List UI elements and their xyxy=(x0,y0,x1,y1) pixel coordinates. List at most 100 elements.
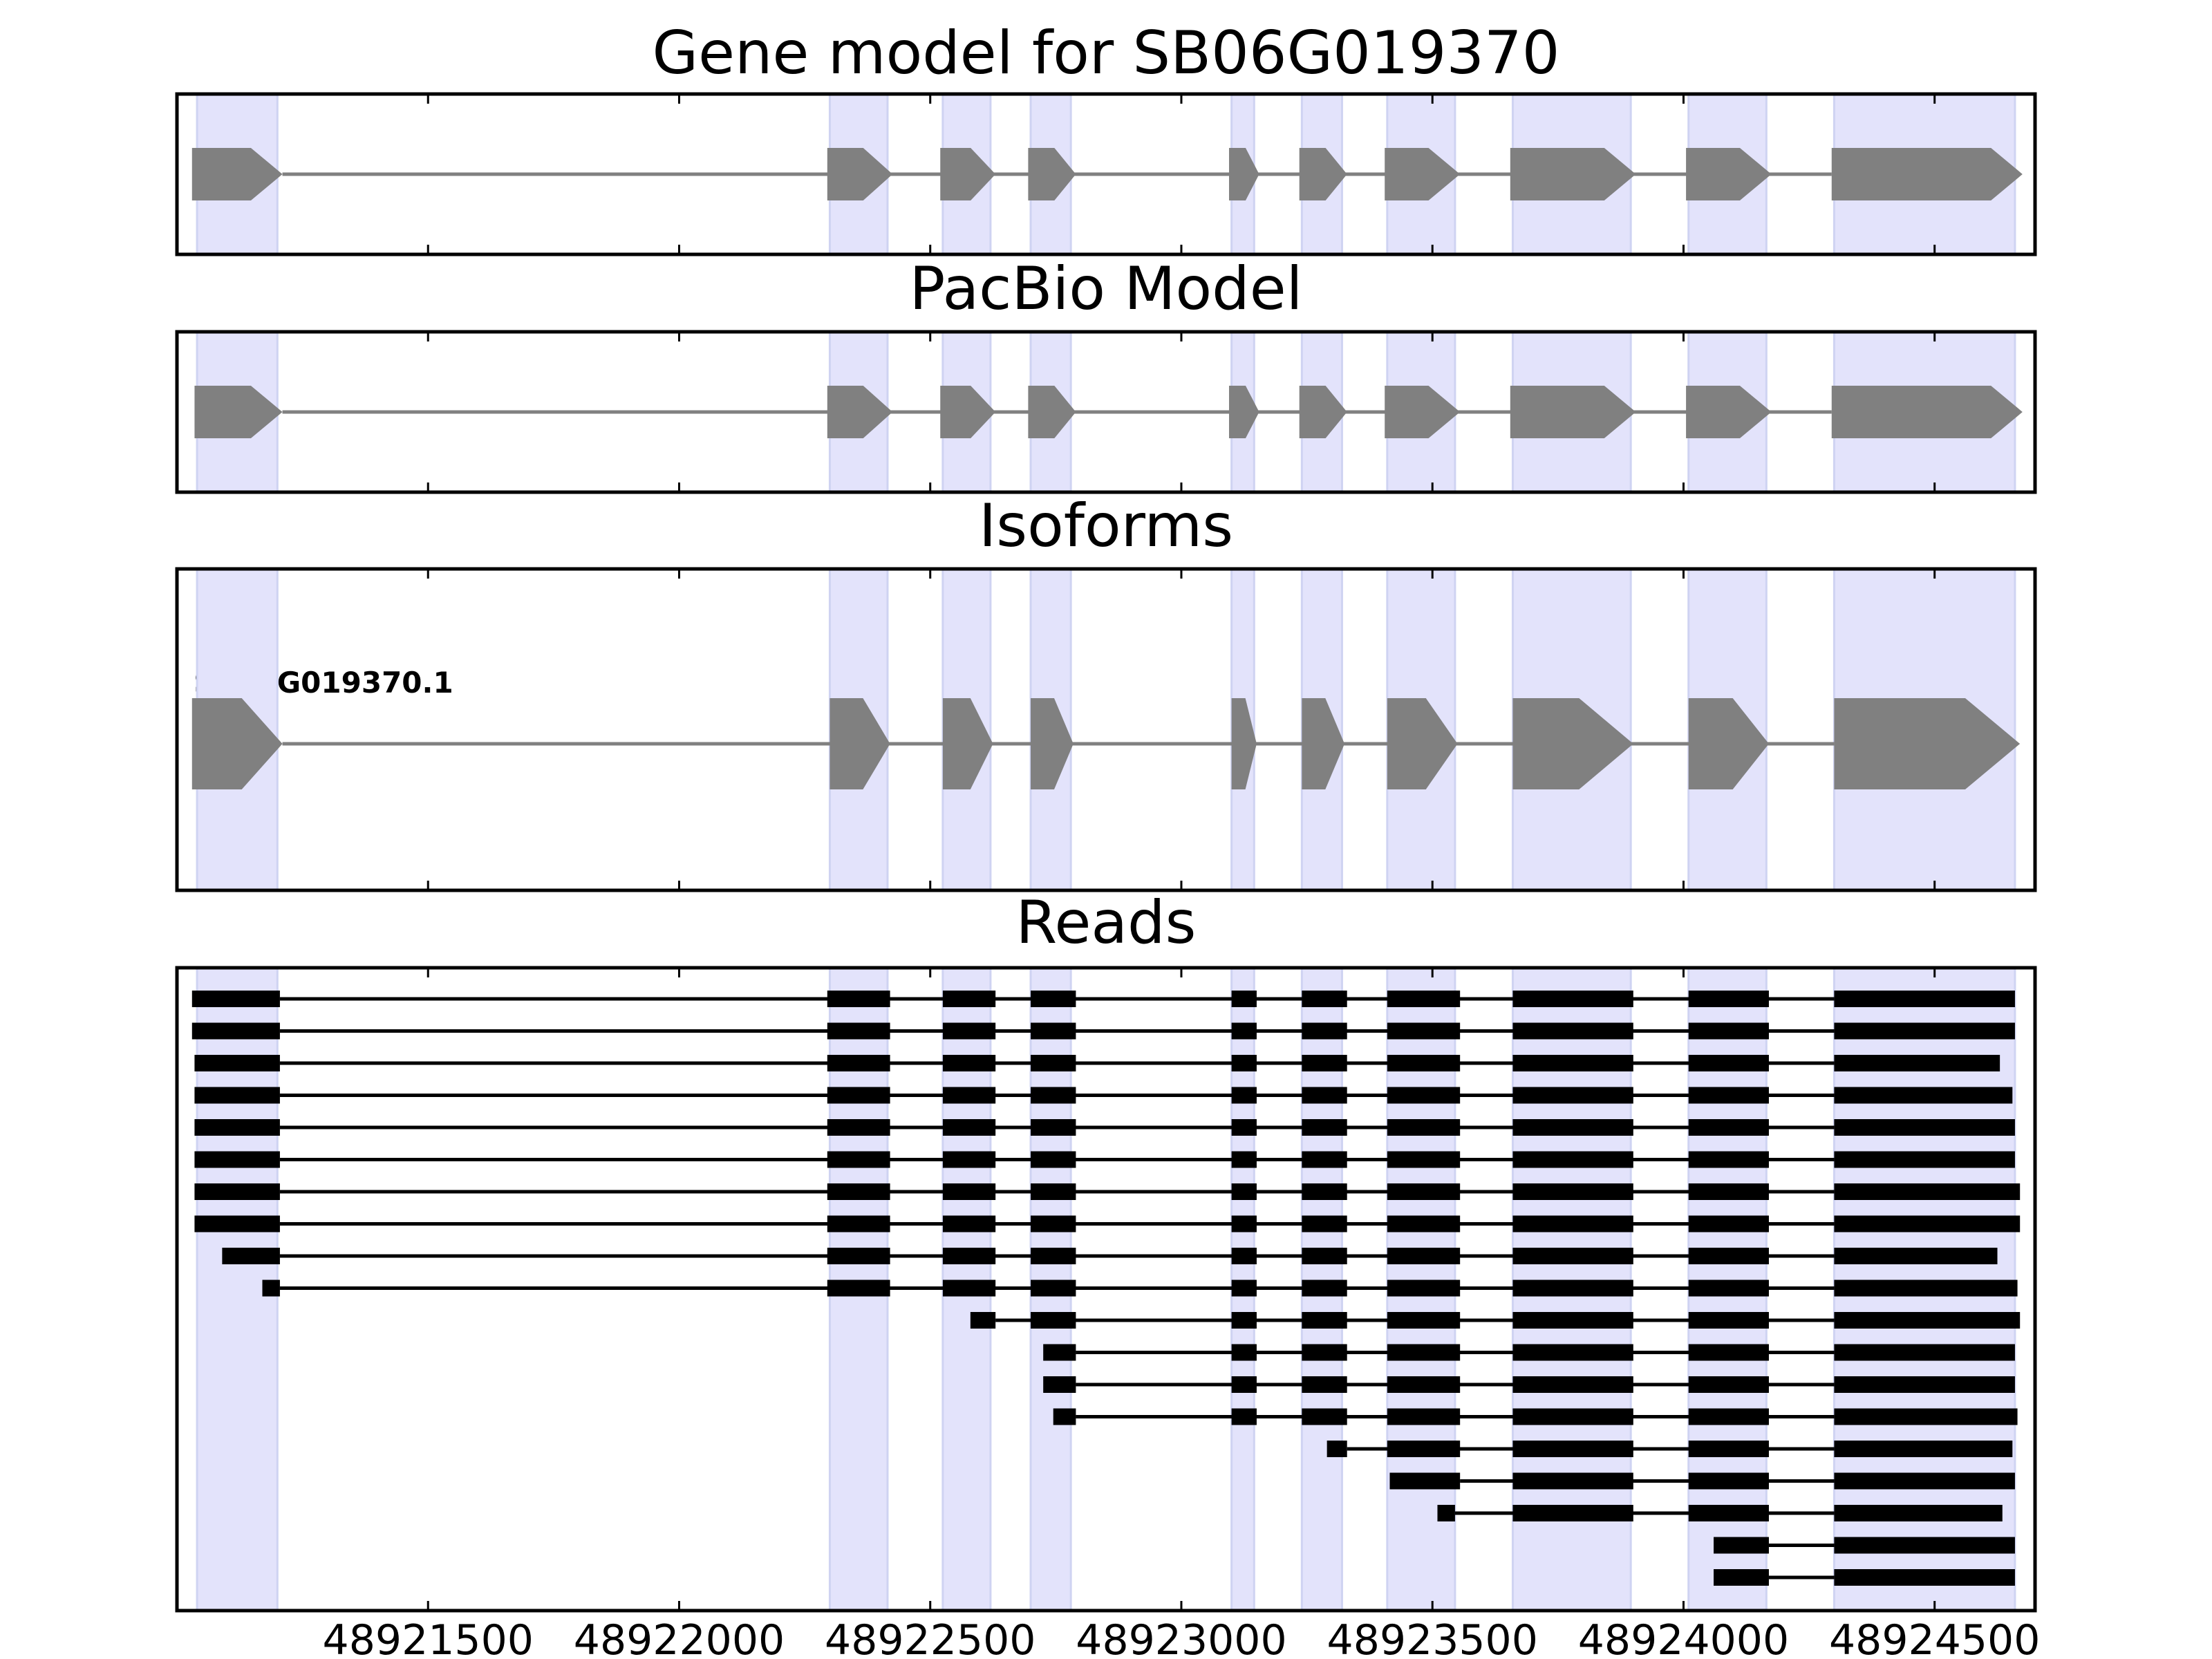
read-exon-block xyxy=(194,1183,280,1200)
exon-arrow xyxy=(1510,148,1636,200)
read-exon-block xyxy=(1387,1376,1461,1393)
x-tick-label: 48922000 xyxy=(574,1616,785,1659)
read-14 xyxy=(1053,1408,2018,1425)
read-exon-block xyxy=(1834,991,2015,1007)
read-exon-block xyxy=(942,1248,996,1264)
read-exon-block xyxy=(194,1151,280,1168)
read-exon-block xyxy=(1834,1505,2003,1521)
exon-arrow xyxy=(1688,698,1769,789)
read-exon-block xyxy=(942,1087,996,1104)
exon-arrow xyxy=(1385,386,1461,438)
read-exon-block xyxy=(1688,1472,1769,1490)
read-exon-block xyxy=(1512,1344,1633,1361)
read-exon-block xyxy=(1387,991,1461,1007)
read-exon-block xyxy=(1512,1055,1633,1071)
read-exon-block xyxy=(1031,1022,1076,1040)
read-exon-block xyxy=(1031,1183,1076,1200)
read-exon-block xyxy=(1043,1376,1076,1393)
read-exon-block xyxy=(827,1215,890,1232)
read-exon-block xyxy=(1688,1022,1769,1040)
read-exon-block xyxy=(1231,1344,1257,1361)
read-exon-block xyxy=(1302,1151,1347,1168)
read-exon-block xyxy=(1231,1055,1257,1071)
read-exon-block xyxy=(1688,1087,1769,1104)
read-3 xyxy=(194,1055,2000,1071)
read-exon-block xyxy=(1688,1408,1769,1425)
read-exon-block xyxy=(1834,1087,2013,1104)
read-exon-block xyxy=(1834,1472,2015,1490)
read-exon-block xyxy=(827,1248,890,1264)
exon-arrow xyxy=(940,386,996,438)
read-exon-block xyxy=(1834,1344,2015,1361)
read-exon-block xyxy=(1688,991,1769,1007)
read-exon-block xyxy=(1688,1151,1769,1168)
read-exon-block xyxy=(1834,1376,2015,1393)
read-exon-block xyxy=(827,1055,890,1071)
read-exon-block xyxy=(1512,1087,1633,1104)
read-exon-block xyxy=(1031,1055,1076,1071)
read-exon-block xyxy=(1512,1151,1633,1168)
read-exon-block xyxy=(1834,1441,2013,1457)
panel-frame xyxy=(175,966,2037,1613)
read-exon-block xyxy=(1302,1055,1347,1071)
read-exon-block xyxy=(1387,1183,1461,1200)
read-exon-block xyxy=(942,1022,996,1040)
read-exon-block xyxy=(1387,1280,1461,1297)
read-exon-block xyxy=(1512,1505,1633,1521)
read-exon-block xyxy=(1688,1344,1769,1361)
read-exon-block xyxy=(1834,1215,2021,1232)
read-11 xyxy=(970,1312,2021,1329)
read-exon-block xyxy=(194,1087,280,1104)
read-exon-block xyxy=(1231,1408,1257,1425)
read-5 xyxy=(194,1119,2015,1136)
read-exon-block xyxy=(1231,1376,1257,1393)
read-exon-block xyxy=(1688,1055,1769,1071)
read-exon-block xyxy=(1512,1280,1633,1297)
read-exon-block xyxy=(1231,1280,1257,1297)
read-exon-block xyxy=(1031,1248,1076,1264)
exon-arrow xyxy=(1228,386,1259,438)
read-exon-block xyxy=(942,1151,996,1168)
read-exon-block xyxy=(1387,1441,1461,1457)
read-exon-block xyxy=(827,1183,890,1200)
read-exon-block xyxy=(1688,1441,1769,1457)
read-exon-block xyxy=(1387,1215,1461,1232)
read-16 xyxy=(1389,1472,2015,1490)
read-exon-block xyxy=(1231,1248,1257,1264)
read-exon-block xyxy=(942,1215,996,1232)
read-exon-block xyxy=(1302,1344,1347,1361)
panel-frame xyxy=(175,92,2037,256)
read-exon-block xyxy=(1031,1312,1076,1329)
read-exon-block xyxy=(1714,1537,1769,1554)
exon-arrow xyxy=(940,148,996,200)
read-exon-block xyxy=(827,1280,890,1297)
read-exon-block xyxy=(1834,1183,2021,1200)
read-exon-block xyxy=(1834,1408,2018,1425)
read-19 xyxy=(1714,1569,2015,1586)
read-4 xyxy=(194,1087,2013,1104)
x-tick-label: 48923500 xyxy=(1327,1616,1538,1659)
read-13 xyxy=(1043,1376,2015,1393)
read-exon-block xyxy=(194,1055,280,1071)
read-exon-block xyxy=(1302,1376,1347,1393)
plot-layer: 48921500 48922000 48922500 48923000 48923500… xyxy=(175,92,2040,1659)
exon-arrow xyxy=(1510,386,1636,438)
read-exon-block xyxy=(1231,1087,1257,1104)
read-exon-block xyxy=(1437,1505,1455,1521)
read-exon-block xyxy=(827,1022,890,1040)
exon-arrow xyxy=(1512,698,1633,789)
read-exon-block xyxy=(1302,1183,1347,1200)
read-exon-block xyxy=(1302,991,1347,1007)
read-exon-block xyxy=(942,1183,996,1200)
read-exon-block xyxy=(970,1312,996,1329)
read-exon-block xyxy=(1387,1408,1461,1425)
exon-arrow xyxy=(1686,148,1772,200)
exon-arrow xyxy=(1387,698,1458,789)
read-exon-block xyxy=(191,991,280,1007)
read-exon-block xyxy=(1387,1151,1461,1168)
read-exon-block xyxy=(1387,1055,1461,1071)
read-exon-block xyxy=(1302,1280,1347,1297)
read-15 xyxy=(1327,1441,2013,1457)
read-exon-block xyxy=(1834,1312,2021,1329)
read-exon-block xyxy=(1053,1408,1076,1425)
